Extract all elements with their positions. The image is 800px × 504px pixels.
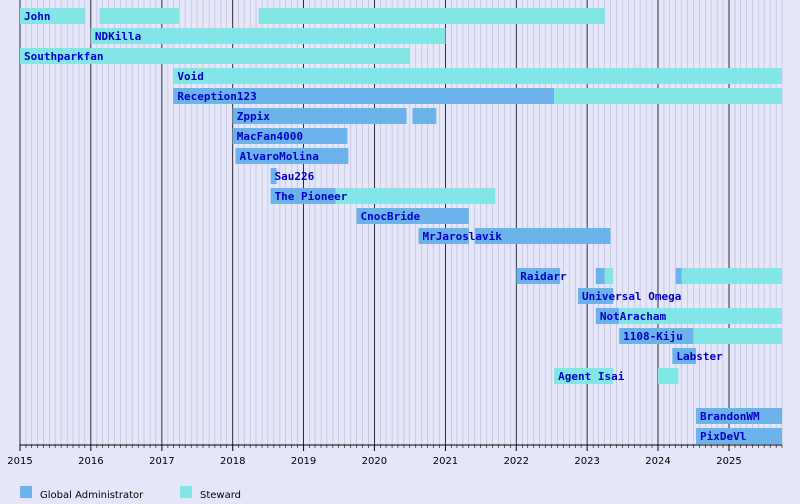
bar-ga — [418, 228, 469, 244]
bars-layer — [20, 8, 782, 444]
row-label: Universal Omega — [582, 290, 681, 303]
bar-steward — [90, 28, 446, 44]
legend: Global Administrator Steward — [20, 486, 241, 501]
bar-steward — [554, 368, 614, 384]
bar-ga — [173, 88, 555, 104]
row-label: MrJaroslavik — [422, 230, 502, 243]
bar-ga — [619, 328, 694, 344]
bar-steward — [335, 188, 496, 204]
row-label: Sau226 — [275, 170, 315, 183]
bar-ga — [270, 188, 336, 204]
bar-ga — [595, 308, 620, 324]
row-label: The Pioneer — [275, 190, 348, 203]
bar-ga — [232, 108, 407, 124]
row-label: CnocBride — [361, 210, 421, 223]
row-label: Void — [177, 70, 204, 83]
bar-steward — [604, 268, 614, 284]
bar-ga — [270, 168, 277, 184]
bar-steward — [173, 68, 782, 84]
bar-ga — [474, 228, 611, 244]
bar-steward — [20, 8, 85, 24]
bar-steward — [619, 308, 782, 324]
bar-ga — [672, 348, 697, 364]
row-label: Reception123 — [177, 90, 256, 103]
tick-label: 2022 — [504, 456, 529, 467]
bar-steward — [99, 8, 180, 24]
tick-label: 2019 — [291, 456, 316, 467]
tick-label: 2023 — [574, 456, 599, 467]
tick-label: 2016 — [78, 456, 103, 467]
tick-label: 2015 — [7, 456, 32, 467]
row-label: Raidarr — [520, 270, 567, 283]
bar-ga — [696, 408, 782, 424]
tick-label: 2025 — [716, 456, 741, 467]
bar-steward — [258, 8, 605, 24]
row-label: NotAracham — [600, 310, 667, 323]
tick-label: 2024 — [645, 456, 670, 467]
row-label: BrandonWM — [700, 410, 760, 423]
row-label: NDKilla — [95, 30, 141, 43]
bar-ga — [516, 268, 561, 284]
bar-ga — [412, 108, 437, 124]
bar-ga — [232, 128, 348, 144]
bar-ga — [696, 428, 782, 444]
tick-label: 2021 — [433, 456, 458, 467]
bar-ga — [356, 208, 469, 224]
bar-steward — [693, 328, 782, 344]
legend-label-steward: Steward — [200, 490, 241, 501]
x-axis-ticks: 2015 2016 2017 2018 2019 2020 2021 2022 2023 2024… — [7, 445, 783, 467]
tick-label: 2018 — [220, 456, 245, 467]
row-label: Zppix — [237, 110, 270, 123]
bar-steward — [657, 368, 679, 384]
bar-ga — [595, 268, 605, 284]
tick-label: 2017 — [149, 456, 174, 467]
row-label: Agent Isai — [558, 370, 625, 383]
bar-ga — [578, 288, 614, 304]
legend-label-ga: Global Administrator — [40, 490, 144, 501]
row-label: Southparkfan — [24, 50, 103, 63]
row-label: PixDeVl — [700, 430, 746, 443]
row-label: John — [24, 10, 51, 23]
row-label: 1108-Kiju — [623, 330, 683, 343]
row-label: AlvaroMolina — [239, 150, 318, 163]
labels-layer: John NDKilla Southparkfan Void Reception123 Z… — [24, 10, 760, 443]
bar-steward — [20, 48, 410, 64]
row-label: MacFan4000 — [237, 130, 303, 143]
bar-steward — [681, 268, 782, 284]
legend-swatch-steward — [180, 486, 192, 498]
row-label: Labster — [676, 350, 723, 363]
bar-ga — [235, 148, 349, 164]
legend-swatch-ga — [20, 486, 32, 498]
bar-steward — [554, 88, 782, 104]
tick-label: 2020 — [362, 456, 387, 467]
bar-ga — [675, 268, 682, 284]
